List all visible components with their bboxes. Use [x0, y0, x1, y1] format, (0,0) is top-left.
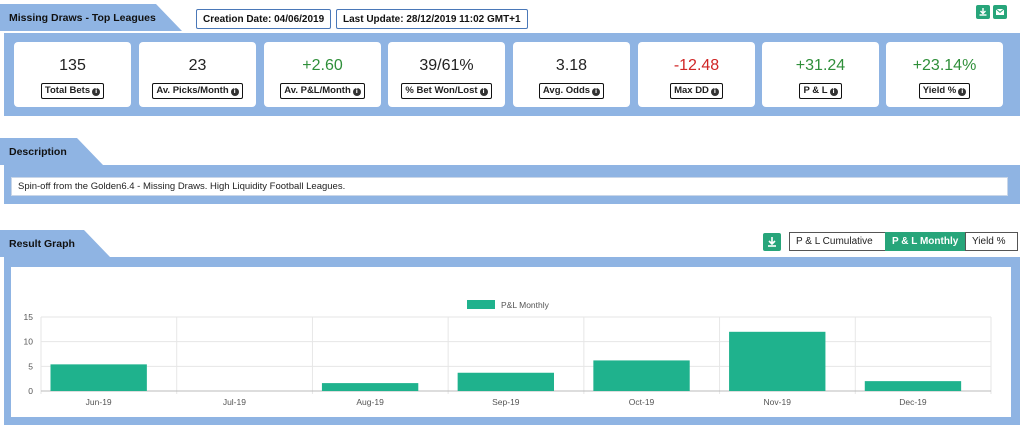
- bar: [457, 372, 554, 391]
- stat-value: 3.18: [555, 57, 588, 74]
- stat-card: 3.18 Avg. Odds i: [513, 42, 630, 107]
- bar: [864, 381, 962, 391]
- info-icon[interactable]: i: [710, 88, 719, 96]
- x-tick-label: Sep-19: [492, 397, 520, 407]
- bar: [593, 360, 690, 391]
- x-tick-label: Jun-19: [86, 397, 112, 407]
- info-icon[interactable]: i: [352, 88, 361, 96]
- y-tick-label: 10: [24, 337, 34, 347]
- stat-value: 39/61%: [419, 57, 474, 74]
- x-tick-label: Oct-19: [629, 397, 655, 407]
- stat-card: +2.60 Av. P&L/Month i: [264, 42, 381, 107]
- stat-card: -12.48 Max DD i: [638, 42, 755, 107]
- legend-swatch: [467, 300, 495, 309]
- stat-label-box[interactable]: Avg. Odds i: [538, 83, 605, 99]
- bar: [321, 383, 419, 391]
- x-tick-label: Aug-19: [356, 397, 384, 407]
- result-graph-tab: Result Graph: [0, 230, 110, 257]
- info-icon[interactable]: i: [92, 88, 101, 96]
- x-tick-label: Nov-19: [764, 397, 792, 407]
- stat-label: Max DD: [674, 85, 709, 96]
- x-tick-label: Jul-19: [223, 397, 246, 407]
- stat-label: Yield %: [922, 85, 957, 96]
- stat-label: P & L: [803, 85, 828, 96]
- stat-card: 39/61% % Bet Won/Lost i: [388, 42, 505, 107]
- pl-cumulative-button[interactable]: P & L Cumulative: [789, 232, 886, 251]
- yield-button[interactable]: Yield %: [965, 232, 1018, 251]
- stat-label: Avg. Odds: [542, 85, 591, 96]
- creation-date-badge: Creation Date: 04/06/2019: [196, 9, 332, 29]
- stat-label-box[interactable]: % Bet Won/Lost i: [401, 83, 492, 99]
- stat-value: -12.48: [673, 57, 720, 74]
- y-tick-label: 5: [28, 361, 33, 371]
- info-icon[interactable]: i: [479, 88, 488, 96]
- email-button[interactable]: [993, 5, 1007, 19]
- download-icon: [979, 8, 987, 16]
- download-button[interactable]: [976, 5, 990, 19]
- stat-label: Total Bets: [44, 85, 91, 96]
- pl-monthly-button[interactable]: P & L Monthly: [885, 232, 966, 251]
- pl-monthly-chart: P&L Monthly 0 5 10 15 Jun-19 Jul-19 Aug-19 Sep-1…: [24, 300, 992, 407]
- info-icon[interactable]: i: [829, 88, 838, 96]
- y-tick-label: 15: [24, 312, 34, 322]
- stat-label: Av. Picks/Month: [156, 85, 229, 96]
- result-graph-title: Result Graph: [9, 238, 75, 250]
- description-tab: Description: [0, 138, 103, 165]
- stat-label-box[interactable]: Yield % i: [918, 83, 971, 99]
- last-update-badge: Last Update: 28/12/2019 11:02 GMT+1: [336, 9, 528, 29]
- stat-label: % Bet Won/Lost: [405, 85, 478, 96]
- stat-label: Av. P&L/Month: [284, 85, 351, 96]
- bar: [729, 331, 826, 391]
- info-icon[interactable]: i: [230, 88, 239, 96]
- strategy-title: Missing Draws - Top Leagues: [9, 12, 156, 24]
- info-icon[interactable]: i: [958, 88, 967, 96]
- stat-value: +23.14%: [912, 57, 977, 74]
- legend-label: P&L Monthly: [501, 300, 550, 310]
- stat-card: 135 Total Bets i: [14, 42, 131, 107]
- stat-card: +23.14% Yield % i: [886, 42, 1003, 107]
- description-title: Description: [9, 146, 67, 158]
- stat-label-box[interactable]: Av. P&L/Month i: [280, 83, 365, 99]
- stat-label-box[interactable]: Av. Picks/Month i: [152, 83, 243, 99]
- chart-area: P&L Monthly 0 5 10 15 Jun-19 Jul-19 Aug-19 Sep-1…: [11, 267, 1011, 417]
- stat-value: 135: [59, 57, 86, 74]
- graph-download-button[interactable]: [763, 233, 781, 251]
- graph-mode-toggle: P & L Cumulative P & L Monthly Yield %: [789, 232, 1018, 251]
- stat-value: 23: [188, 57, 207, 74]
- info-icon[interactable]: i: [592, 88, 601, 96]
- x-tick-label: Dec-19: [899, 397, 927, 407]
- stat-card: 23 Av. Picks/Month i: [139, 42, 256, 107]
- bar: [50, 364, 147, 391]
- stat-label-box[interactable]: Total Bets i: [40, 83, 105, 99]
- download-icon: [768, 237, 776, 247]
- description-text: Spin-off from the Golden6.4 - Missing Dr…: [11, 177, 1008, 196]
- y-tick-label: 0: [28, 386, 33, 396]
- stat-value: +31.24: [795, 57, 846, 74]
- strategy-title-tab: Missing Draws - Top Leagues: [0, 4, 182, 31]
- stat-label-box[interactable]: Max DD i: [670, 83, 723, 99]
- stat-value: +2.60: [302, 57, 343, 74]
- mail-icon: [995, 8, 1005, 15]
